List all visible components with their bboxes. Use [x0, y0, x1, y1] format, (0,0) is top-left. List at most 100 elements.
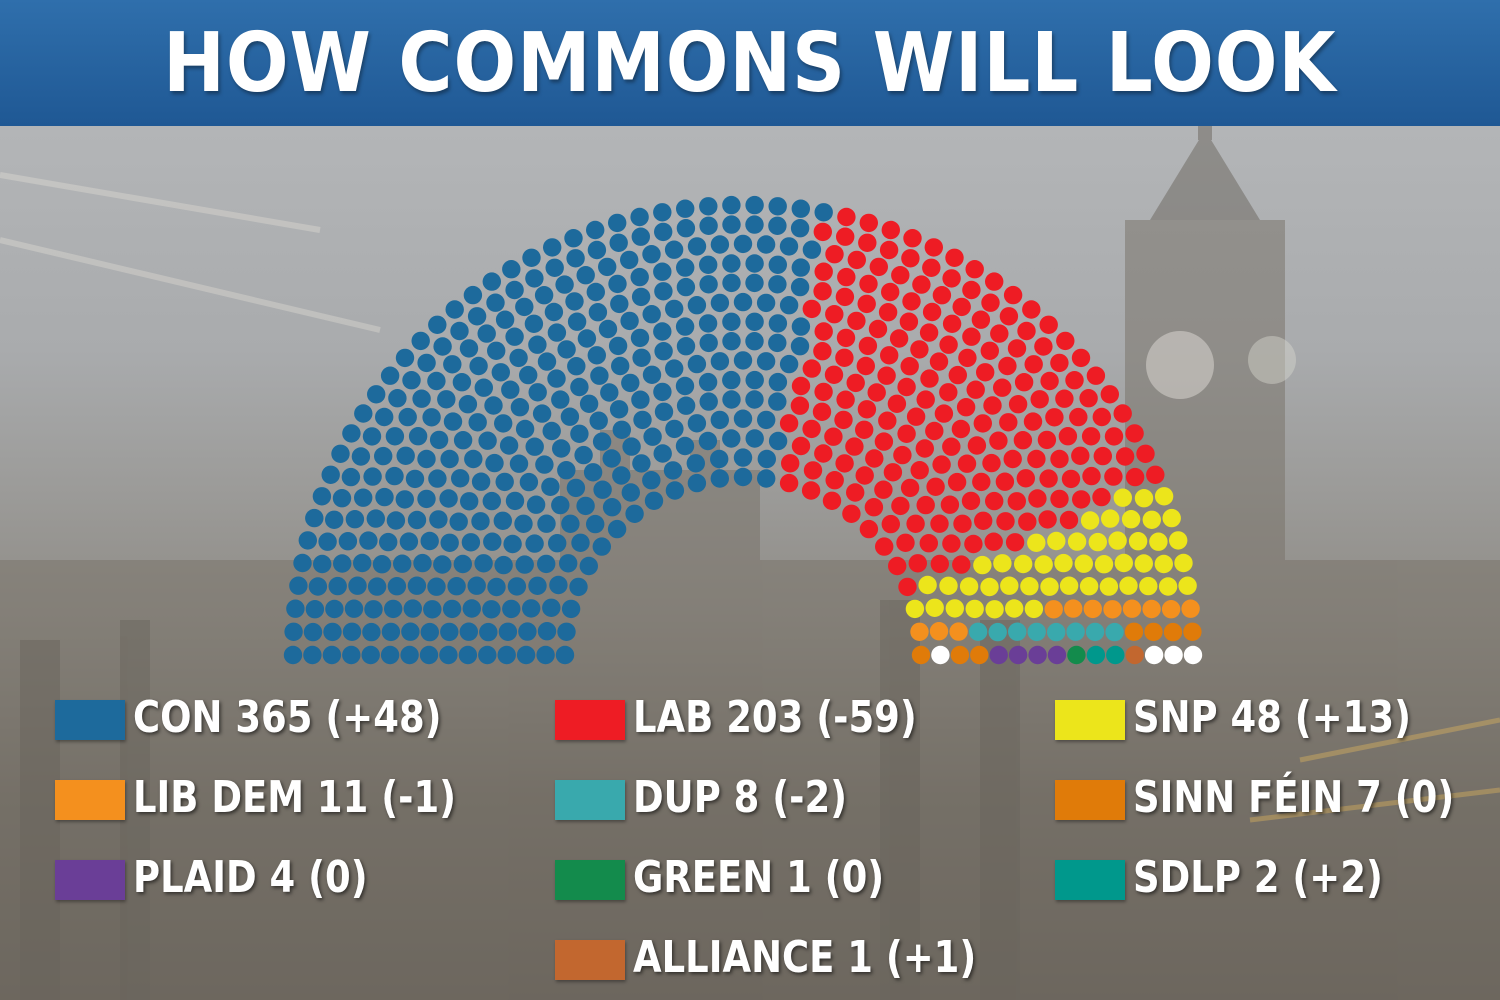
- seat-con: [566, 249, 585, 268]
- seat-con: [607, 519, 627, 539]
- seat-con: [445, 300, 464, 319]
- seat-lab: [825, 245, 844, 264]
- seat-lab: [961, 491, 981, 511]
- seat-con: [459, 622, 478, 641]
- seat-lab: [947, 472, 967, 492]
- seat-lab: [814, 444, 833, 463]
- seat-con: [608, 274, 627, 294]
- seat-lib-dem: [929, 622, 949, 641]
- seat-con: [768, 333, 787, 353]
- seat-con: [586, 282, 605, 302]
- seat-snp: [1158, 577, 1178, 596]
- seat-lab: [974, 511, 993, 530]
- seat-con: [587, 240, 607, 260]
- seat-con: [447, 577, 466, 596]
- seat-con: [653, 262, 672, 281]
- seat-con: [552, 439, 571, 458]
- seat-con: [345, 510, 365, 529]
- seat-lab: [1050, 489, 1069, 509]
- seat-snp: [1099, 577, 1119, 596]
- seat-con: [733, 234, 753, 254]
- legend-label-dup: DUP 8 (-2): [633, 772, 848, 823]
- seat-lab: [813, 342, 832, 361]
- seat-lab: [1024, 355, 1043, 374]
- seat-con: [451, 469, 470, 488]
- seat-con: [461, 533, 481, 552]
- seat-lab: [966, 380, 985, 399]
- seat-con: [567, 357, 586, 376]
- seat-con: [318, 532, 337, 551]
- seat-con: [286, 599, 305, 618]
- seat-lib-dem: [1181, 599, 1200, 618]
- seat-con: [590, 366, 609, 385]
- seat-con: [560, 407, 580, 426]
- seat-lab: [1115, 447, 1135, 466]
- seat-con: [460, 492, 479, 511]
- seat-con: [525, 534, 544, 553]
- seat-lab: [926, 477, 945, 496]
- seat-lab: [847, 311, 866, 331]
- seat-snp: [1067, 532, 1087, 551]
- legend-label-con: CON 365 (+48): [133, 692, 442, 743]
- seat-con: [505, 327, 524, 346]
- seat-con: [428, 315, 447, 334]
- seat-snp: [939, 576, 958, 595]
- seat-con: [423, 600, 442, 619]
- seat-lab: [837, 267, 856, 287]
- seat-lab: [1050, 353, 1069, 373]
- seat-lab: [835, 454, 854, 473]
- seat-con: [592, 432, 612, 451]
- seat-con: [791, 317, 811, 336]
- seat-con: [542, 598, 561, 617]
- seat-con: [598, 257, 617, 277]
- seat-con: [768, 314, 788, 333]
- seat-lab: [859, 274, 878, 294]
- seat-lab: [934, 404, 954, 423]
- seat-lab: [891, 496, 910, 516]
- legend-label-plaid: PLAID 4 (0): [133, 852, 368, 903]
- seat-con: [790, 277, 810, 297]
- seat-lab: [962, 327, 981, 346]
- seat-con: [363, 467, 382, 486]
- seat-other: [1144, 645, 1164, 665]
- seat-con: [439, 489, 458, 508]
- seat-lab: [801, 481, 821, 500]
- seat-con: [501, 380, 520, 399]
- seat-con: [385, 427, 405, 446]
- seat-con: [579, 394, 599, 413]
- seat-con: [483, 532, 502, 551]
- seat-lab: [924, 238, 943, 257]
- seat-con: [478, 645, 497, 665]
- seat-lab: [856, 356, 875, 376]
- seat-con: [710, 235, 730, 254]
- seat-con: [551, 495, 570, 515]
- legend-label-alliance: ALLIANCE 1 (+1): [633, 932, 977, 983]
- seat-lab: [956, 398, 976, 417]
- seat-con: [515, 297, 534, 317]
- seat-con: [502, 260, 521, 279]
- seat-snp: [905, 599, 925, 619]
- seat-con: [452, 373, 472, 392]
- seat-lab: [812, 402, 832, 421]
- seat-lab: [999, 307, 1019, 326]
- seat-con: [293, 553, 312, 573]
- seat-dup: [988, 622, 1007, 642]
- seat-snp: [1047, 531, 1066, 551]
- seat-lab: [814, 262, 833, 281]
- seat-snp: [1034, 555, 1053, 574]
- seat-lab: [965, 260, 984, 279]
- seat-lab: [790, 396, 810, 415]
- seat-con: [495, 472, 514, 492]
- seat-lab: [993, 378, 1012, 397]
- seat-con: [491, 363, 510, 382]
- seat-con: [791, 258, 810, 277]
- seat-plaid: [1028, 645, 1047, 665]
- seat-lab: [930, 554, 949, 574]
- seat-con: [380, 645, 400, 665]
- seat-con: [630, 207, 649, 227]
- seat-con: [534, 286, 554, 305]
- seat-con: [303, 645, 322, 665]
- seat-lab: [922, 258, 941, 277]
- seat-plaid: [989, 645, 1008, 665]
- seat-lab: [908, 554, 927, 573]
